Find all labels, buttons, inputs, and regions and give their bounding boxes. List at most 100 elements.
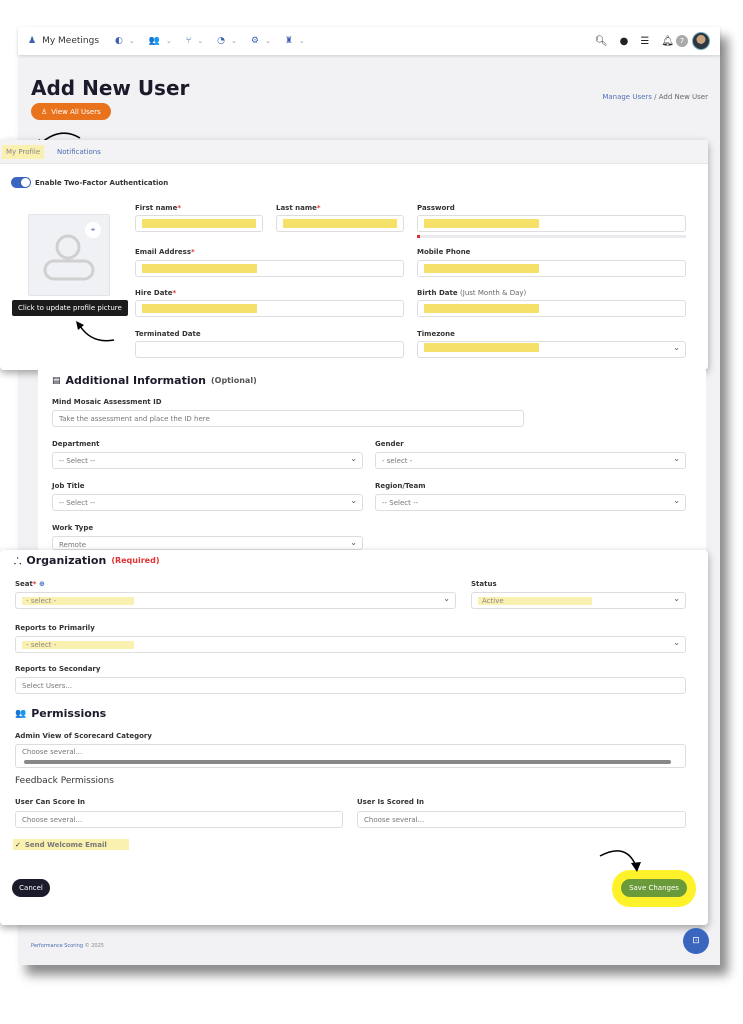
chatbot-icon[interactable]: ⊡ — [683, 928, 709, 954]
department-select[interactable]: -- Select -- — [52, 452, 363, 469]
first-name-input[interactable] — [135, 215, 263, 232]
admin-view-label: Admin View of Scorecard Category — [15, 732, 152, 740]
cancel-button[interactable]: Cancel — [12, 879, 50, 897]
last-name-input[interactable] — [276, 215, 404, 232]
required-label: (Required) — [111, 556, 160, 565]
status-select[interactable]: Active — [471, 592, 686, 609]
hire-date-label: Hire Date* — [135, 289, 177, 297]
gauge-icon[interactable]: ◔ — [217, 36, 225, 46]
timezone-label: Timezone — [417, 330, 455, 338]
organization-card: ⸫ Organization (Required) Seat* ⊕ - select… — [0, 550, 708, 925]
camera-icon[interactable]: ⌖ — [85, 222, 101, 238]
terminated-date-input[interactable] — [135, 341, 404, 358]
email-input[interactable] — [135, 260, 404, 277]
first-name-label: First name* — [135, 204, 182, 212]
chevron-down-icon[interactable]: ⌄ — [165, 37, 172, 45]
breadcrumb-manage-users[interactable]: Manage Users — [602, 93, 652, 101]
send-welcome-email-checkbox[interactable]: ✓ Send Welcome Email — [13, 839, 129, 850]
user-icon: ♙ — [41, 107, 48, 116]
seat-select[interactable]: - select - — [15, 592, 456, 609]
status-label: Status — [471, 580, 497, 588]
users-icon[interactable]: 👥 — [148, 36, 160, 46]
footer-year: © 2025 — [84, 943, 104, 949]
save-changes-button[interactable]: Save Changes — [621, 879, 687, 897]
feedback-heading: Feedback Permissions — [15, 776, 114, 786]
department-label: Department — [52, 440, 100, 448]
password-input[interactable] — [417, 215, 686, 232]
profile-tooltip: Click to update profile picture — [12, 300, 128, 316]
is-scored-label: User Is Scored In — [357, 798, 424, 806]
id-card-icon: ▤ — [52, 375, 61, 386]
mind-mosaic-input[interactable]: Take the assessment and place the ID her… — [52, 410, 524, 427]
tab-bar — [0, 140, 708, 164]
mobile-input[interactable] — [417, 260, 686, 277]
can-score-label: User Can Score In — [15, 798, 85, 806]
app-title[interactable]: My Meetings — [42, 36, 100, 46]
work-type-label: Work Type — [52, 524, 94, 532]
user-silhouette-icon — [43, 234, 95, 281]
lightbulb-icon[interactable]: ● — [619, 35, 629, 47]
region-label: Region/Team — [375, 482, 426, 490]
users-icon: 👥 — [15, 708, 27, 719]
section-title: Additional Information — [65, 374, 206, 387]
notification-badge: 7 — [676, 35, 688, 47]
profile-card: My Profile Notifications Enable Two-Fact… — [0, 140, 708, 370]
gender-select[interactable]: - select - — [375, 452, 686, 469]
birth-date-label: Birth Date (Just Month & Day) — [417, 289, 527, 297]
sitemap-icon: ⸫ — [14, 557, 22, 567]
two-factor-toggle[interactable] — [11, 177, 31, 188]
email-label: Email Address* — [135, 248, 195, 256]
mind-mosaic-label: Mind Mosaic Assessment ID — [52, 398, 162, 406]
is-scored-input[interactable]: Choose several... — [357, 811, 686, 828]
toggle-icon[interactable]: ◐ — [115, 36, 123, 46]
job-title-label: Job Title — [52, 482, 85, 490]
job-title-select[interactable]: -- Select -- — [52, 494, 363, 511]
annotation-arrow — [76, 321, 115, 342]
timezone-select[interactable] — [417, 341, 686, 358]
search-icon[interactable]: 🔍︎ — [594, 35, 608, 47]
top-navbar: ♟ My Meetings ◐ ⌄ 👥 ⌄ ⑂ ⌄ ◔ ⌄ ⚙ ⌄ ♜ ⌄ 🔍︎ ● ☰ 🔔… — [18, 27, 720, 55]
tab-notifications[interactable]: Notifications — [57, 148, 101, 156]
footer-brand[interactable]: Performance Scoring — [31, 943, 84, 949]
meetings-icon[interactable]: ♟ — [28, 36, 37, 46]
chevron-down-icon[interactable]: ⌄ — [128, 37, 135, 45]
mobile-label: Mobile Phone — [417, 248, 471, 256]
gear-icon[interactable]: ⚙ — [250, 36, 259, 46]
avatar[interactable] — [692, 32, 710, 50]
tab-my-profile[interactable]: My Profile — [2, 145, 45, 159]
birth-date-input[interactable] — [417, 300, 686, 317]
page-title: Add New User — [31, 76, 190, 100]
view-all-label: View All Users — [51, 107, 101, 116]
checkmark-icon: ✓ — [15, 840, 21, 849]
chevron-down-icon[interactable]: ⌄ — [298, 37, 305, 45]
region-select[interactable]: -- Select -- — [375, 494, 686, 511]
terminated-date-label: Terminated Date — [135, 330, 201, 338]
admin-view-input[interactable]: Choose several... — [15, 744, 686, 768]
section-title: Permissions — [31, 707, 107, 720]
chevron-down-icon[interactable]: ⌄ — [264, 37, 271, 45]
work-type-select[interactable]: Remote — [52, 536, 363, 550]
additional-info-section: ▤ Additional Information (Optional) Mind M… — [38, 370, 706, 550]
hire-date-input[interactable] — [135, 300, 404, 317]
welcome-label: Send Welcome Email — [24, 840, 107, 849]
footer: Performance Scoring © 2025 — [31, 943, 104, 949]
horizontal-scrollbar[interactable] — [24, 760, 671, 764]
view-all-users-button[interactable]: ♙ View All Users — [31, 103, 111, 120]
section-title: Organization — [26, 554, 107, 567]
bell-icon[interactable]: 🔔︎ — [661, 35, 674, 47]
reports-primary-select[interactable]: - select - — [15, 636, 686, 653]
password-label: Password — [417, 204, 455, 212]
trophy-icon[interactable]: ♜ — [284, 36, 293, 46]
annotation-arrow — [599, 850, 641, 872]
chevron-down-icon[interactable]: ⌄ — [197, 37, 204, 45]
can-score-input[interactable]: Choose several... — [15, 811, 343, 828]
add-seat-icon[interactable]: ⊕ — [38, 580, 45, 588]
checklist-icon[interactable]: ☰ — [640, 35, 650, 47]
reports-secondary-input[interactable]: Select Users... — [15, 677, 686, 694]
profile-picture[interactable]: ⌖ — [28, 214, 110, 296]
hierarchy-icon[interactable]: ⑂ — [185, 36, 192, 46]
chevron-down-icon[interactable]: ⌄ — [230, 37, 237, 45]
seat-label: Seat — [15, 580, 33, 588]
breadcrumb: Manage Users / Add New User — [602, 93, 708, 101]
gender-label: Gender — [375, 440, 404, 448]
